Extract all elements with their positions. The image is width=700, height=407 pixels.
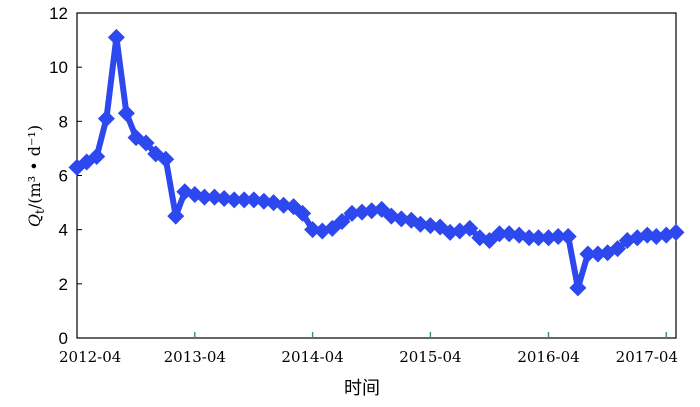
x-axis-title: 时间: [344, 378, 380, 399]
data-point-marker: [530, 229, 548, 247]
data-point-marker: [137, 134, 155, 152]
y-tick-label: 4: [59, 221, 68, 240]
data-point-marker: [667, 223, 685, 241]
x-axis-ticks: 2012-04 2013-04 2014-04 2015-04 2016-04 2017-…: [59, 332, 678, 366]
data-point-marker: [225, 191, 243, 209]
data-point-marker: [579, 245, 597, 263]
data-point-marker: [275, 196, 293, 214]
x-tick-label: 2012-04: [59, 348, 121, 366]
x-tick-label: 2017-04: [616, 348, 678, 366]
data-point-marker: [157, 150, 175, 168]
x-tick-label: 2014-04: [281, 348, 343, 366]
data-point-marker: [569, 279, 587, 297]
y-tick-label: 12: [49, 4, 68, 23]
data-point-marker: [520, 229, 538, 247]
x-tick-label: 2016-04: [517, 348, 579, 366]
data-point-marker: [363, 202, 381, 220]
x-tick-label: 2013-04: [164, 348, 226, 366]
data-point-marker: [333, 213, 351, 231]
data-point-marker: [549, 227, 567, 245]
y-tick-label: 10: [49, 58, 68, 77]
data-point-marker: [97, 110, 115, 128]
y-tick-label: 0: [59, 329, 68, 348]
data-point-marker: [107, 28, 125, 46]
y-axis-title-quantity: Q: [25, 214, 44, 227]
y-tick-label: 6: [59, 167, 68, 186]
data-point-marker: [609, 240, 627, 258]
x-tick-label: 2015-04: [399, 348, 461, 366]
data-point-marker: [500, 225, 518, 243]
y-axis-title-subscript: t: [33, 209, 47, 214]
data-point-marker: [411, 215, 429, 233]
y-tick-label: 8: [59, 112, 68, 131]
data-point-marker: [88, 148, 106, 166]
data-point-marker: [392, 210, 410, 228]
y-axis-title-unit: /(m³ • d⁻¹): [25, 125, 44, 209]
data-point-marker: [245, 191, 263, 209]
data-point-marker: [117, 104, 135, 122]
data-point-marker: [294, 204, 312, 222]
svg-text:Qt/(m³ • d⁻¹): Qt/(m³ • d⁻¹): [25, 125, 47, 227]
series-group: [68, 28, 685, 297]
y-axis-ticks: 0 2 4 6 8 10 12: [49, 4, 82, 348]
y-tick-label: 2: [59, 275, 68, 294]
data-point-marker: [167, 207, 185, 225]
data-point-marker: [343, 204, 361, 222]
data-point-marker: [559, 227, 577, 245]
data-point-marker: [235, 191, 253, 209]
data-point-marker: [215, 190, 233, 208]
data-point-marker: [195, 188, 213, 206]
data-point-marker: [461, 219, 479, 237]
data-point-marker: [647, 227, 665, 245]
data-point-marker: [490, 225, 508, 243]
y-axis-title: Qt/(m³ • d⁻¹): [25, 125, 47, 227]
